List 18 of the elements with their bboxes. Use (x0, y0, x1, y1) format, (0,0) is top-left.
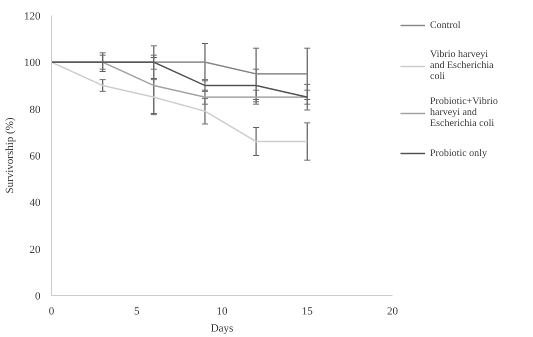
y-axis-title: Survivorship (%) (4, 117, 16, 194)
y-tick-label: 60 (30, 150, 41, 162)
legend-label: Probiotic only (430, 148, 487, 158)
y-tick-label: 80 (30, 104, 41, 116)
x-tick-label: 20 (387, 306, 398, 318)
x-tick-label: 0 (48, 306, 55, 318)
y-tick-label: 40 (30, 197, 41, 210)
x-tick-label: 5 (134, 306, 140, 318)
y-tick-label: 0 (35, 290, 41, 302)
x-tick-label: 10 (216, 306, 228, 318)
x-tick-label: 15 (302, 306, 314, 318)
legend-label: Control (430, 20, 461, 30)
y-tick-label: 120 (24, 10, 41, 22)
y-tick-label: 20 (30, 244, 41, 256)
y-tick-label: 100 (24, 57, 41, 70)
legend-label: Probiotic+Vibrio harveyi and Escherichia coli (430, 96, 498, 129)
x-axis-title: Days (210, 322, 234, 334)
legend-label: Vibrio harveyi and Escherichia coli (430, 49, 494, 82)
